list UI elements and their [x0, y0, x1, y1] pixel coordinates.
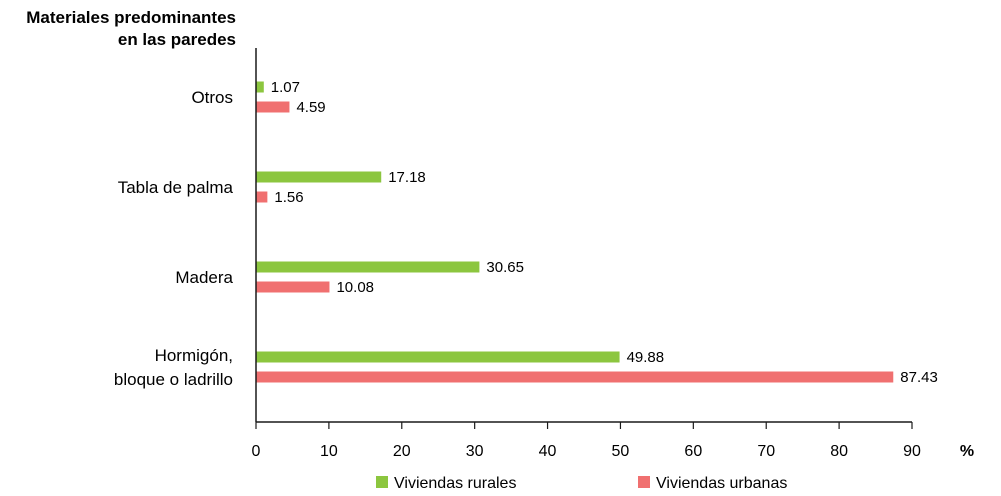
data-label: 10.08: [336, 279, 374, 296]
x-tick-label: 90: [903, 443, 921, 460]
x-tick-label: 20: [393, 443, 411, 460]
bar: [256, 81, 264, 93]
bar: [256, 371, 894, 383]
bar: [256, 261, 480, 273]
bar: [256, 101, 290, 113]
legend-label: Viviendas urbanas: [656, 475, 787, 492]
x-axis-unit: %: [960, 443, 974, 460]
x-tick-label: 30: [466, 443, 484, 460]
data-label: 30.65: [486, 259, 524, 276]
category-label: Tabla de palma: [118, 178, 234, 197]
data-label: 87.43: [900, 369, 938, 386]
data-labels: 1.07 17.18 30.65 49.88 4.59 1.56 10.08 87.43: [271, 79, 938, 386]
legend-swatch: [376, 476, 388, 488]
x-ticks: 0 10 20 30 40 50 60 70 80 90: [252, 422, 921, 460]
x-tick-label: 10: [320, 443, 338, 460]
bars: [256, 81, 894, 383]
data-label: 1.56: [274, 189, 303, 206]
data-label: 17.18: [388, 169, 426, 186]
bar: [256, 351, 620, 363]
x-tick-label: 50: [612, 443, 630, 460]
category-labels: Otros Tabla de palma Madera Hormigón, bloque…: [114, 88, 234, 389]
category-label: bloque o ladrillo: [114, 370, 233, 389]
x-tick-label: 70: [757, 443, 775, 460]
x-tick-label: 0: [252, 443, 261, 460]
legend-label: Viviendas rurales: [394, 475, 516, 492]
bar: [256, 171, 382, 183]
x-tick-label: 80: [830, 443, 848, 460]
data-label: 1.07: [271, 79, 300, 96]
y-axis-title: Materiales predominantes en las paredes: [26, 8, 236, 49]
category-label: Otros: [191, 88, 233, 107]
y-axis-title-line: en las paredes: [118, 30, 236, 49]
legend: Viviendas rurales Viviendas urbanas: [376, 475, 787, 492]
y-axis-title-line: Materiales predominantes: [26, 8, 236, 27]
bar: [256, 191, 268, 203]
legend-swatch: [638, 476, 650, 488]
data-label: 4.59: [296, 99, 325, 116]
category-label: Hormigón,: [155, 346, 233, 365]
category-label: Madera: [175, 268, 233, 287]
x-tick-label: 60: [684, 443, 702, 460]
data-label: 49.88: [627, 349, 665, 366]
bar: [256, 281, 330, 293]
x-tick-label: 40: [539, 443, 557, 460]
